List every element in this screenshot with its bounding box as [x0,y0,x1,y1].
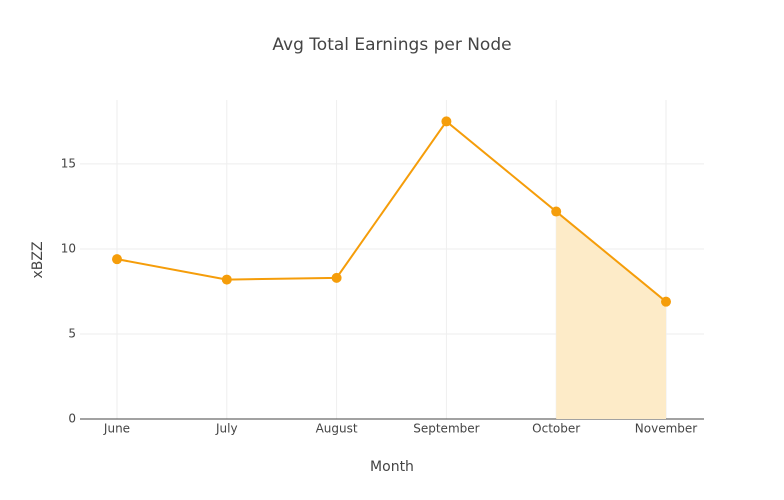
marker [551,206,562,217]
marker [112,254,122,265]
area [556,211,666,419]
marker [441,116,452,127]
x-tick-label: June [103,422,130,436]
marker [661,296,671,307]
x-tick-label: September [413,422,479,436]
y-tick-label: 5 [68,326,76,340]
x-tick-label: November [635,422,697,436]
y-axis-title: xBZZ [30,241,46,278]
y-tick-label: 15 [61,156,76,170]
marker [331,272,342,283]
y-tick-label: 10 [61,241,76,255]
x-axis-title: Month [370,459,414,475]
x-tick-label: July [215,422,238,436]
line [116,119,667,303]
marker [221,274,232,285]
x-tick-label: August [316,422,358,436]
y-tick-label: 0 [68,412,76,426]
chart-title: Avg Total Earnings per Node [272,35,511,55]
x-tick-label: October [532,422,580,436]
